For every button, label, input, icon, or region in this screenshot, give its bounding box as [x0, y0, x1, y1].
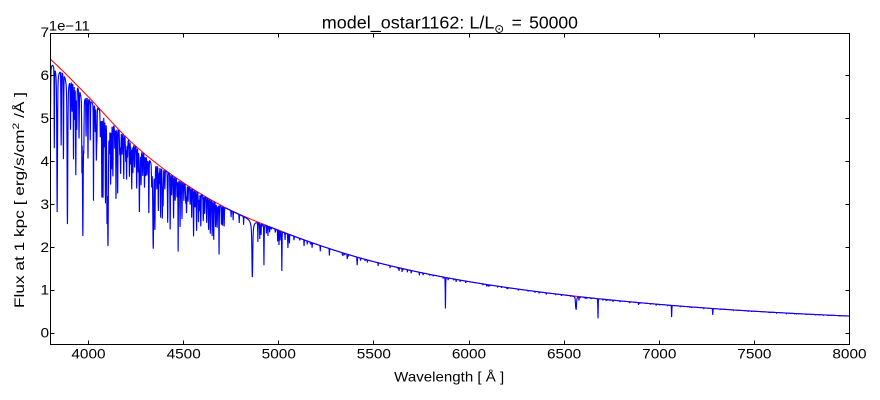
svg-text:5000: 5000	[262, 347, 296, 362]
svg-text:3: 3	[41, 197, 50, 212]
svg-text:Flux at 1 kpc [ erg/s/cm2 /Å ]: Flux at 1 kpc [ erg/s/cm2 /Å ]	[11, 92, 27, 308]
svg-text:6: 6	[41, 68, 50, 83]
svg-text:1e−11: 1e−11	[49, 19, 90, 34]
svg-text:Wavelength [ Å ]: Wavelength [ Å ]	[394, 370, 504, 385]
svg-text:4: 4	[41, 154, 50, 169]
svg-text:6000: 6000	[452, 347, 486, 362]
svg-text:7: 7	[41, 25, 50, 40]
svg-text:1: 1	[41, 283, 50, 298]
svg-text:6500: 6500	[547, 347, 581, 362]
svg-text:5500: 5500	[357, 347, 391, 362]
svg-text:=: =	[512, 13, 522, 33]
svg-text:2: 2	[41, 240, 50, 255]
svg-text:4000: 4000	[71, 347, 105, 362]
svg-text:8000: 8000	[832, 347, 866, 362]
svg-text:model_ostar1162: L/L: model_ostar1162: L/L	[322, 13, 495, 33]
svg-text:7000: 7000	[642, 347, 676, 362]
svg-text:50000: 50000	[529, 13, 578, 33]
svg-text:5: 5	[41, 111, 50, 126]
svg-text:0: 0	[41, 326, 50, 341]
svg-text:4500: 4500	[167, 347, 201, 362]
svg-text:7500: 7500	[737, 347, 771, 362]
